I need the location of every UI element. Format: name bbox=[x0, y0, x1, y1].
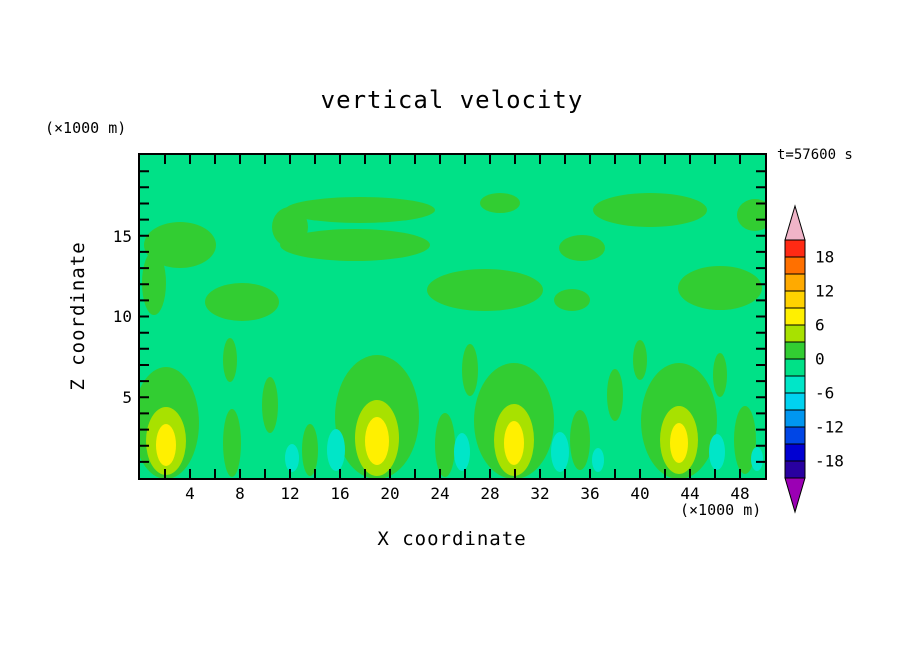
x-tick-label: 24 bbox=[430, 484, 450, 503]
y-axis-unit-label: (×1000 m) bbox=[45, 119, 127, 137]
contour-shape bbox=[592, 448, 604, 472]
contour-shape bbox=[223, 338, 237, 382]
colorbar-segment bbox=[784, 426, 806, 445]
updraft-cores bbox=[156, 417, 688, 466]
contour-shape bbox=[156, 424, 176, 466]
contour-shape bbox=[365, 417, 389, 465]
x-tick-label: 8 bbox=[235, 484, 245, 503]
y-tick-label: 15 bbox=[112, 227, 132, 246]
colorbar-label: 18 bbox=[815, 248, 834, 267]
x-tick-label: 28 bbox=[480, 484, 500, 503]
contour-shape bbox=[302, 424, 318, 476]
colorbar-label: -18 bbox=[815, 452, 844, 471]
downdraft-patches bbox=[285, 429, 763, 472]
contour-shape bbox=[285, 197, 435, 223]
contour-field-svg bbox=[140, 155, 765, 478]
x-tick-label: 16 bbox=[330, 484, 350, 503]
chart-title: vertical velocity bbox=[320, 86, 584, 114]
x-axis-title: X coordinate bbox=[377, 528, 527, 550]
contour-shape bbox=[480, 193, 520, 213]
weak-updraft-regions bbox=[140, 193, 765, 478]
colorbar-segment bbox=[784, 290, 806, 309]
colorbar-segment bbox=[784, 324, 806, 343]
colorbar-segment bbox=[784, 409, 806, 428]
x-tick-label: 4 bbox=[185, 484, 195, 503]
contour-shape bbox=[709, 434, 725, 470]
y-axis-title: Z coordinate bbox=[67, 241, 89, 391]
contour-shape bbox=[593, 193, 707, 227]
contour-shape bbox=[272, 207, 308, 247]
contour-shape bbox=[435, 413, 455, 477]
colorbar-segment bbox=[784, 375, 806, 394]
x-tick-label: 36 bbox=[580, 484, 600, 503]
x-tick-label: 32 bbox=[530, 484, 550, 503]
x-ticks-bottom bbox=[164, 469, 741, 478]
time-annotation: t=57600 s bbox=[777, 147, 853, 163]
colorbar-segment bbox=[784, 239, 806, 258]
plot-frame bbox=[138, 153, 767, 480]
x-tick-label: 44 bbox=[680, 484, 700, 503]
contour-shape bbox=[607, 369, 623, 421]
colorbar-segment bbox=[784, 443, 806, 462]
colorbar-under-arrow bbox=[784, 477, 806, 514]
colorbar-label: -6 bbox=[815, 384, 834, 403]
colorbar-label: 6 bbox=[815, 316, 825, 335]
colorbar-segment bbox=[784, 460, 806, 479]
contour-shape bbox=[751, 447, 763, 471]
contour-shape bbox=[462, 344, 478, 396]
y-ticks-right bbox=[756, 170, 765, 463]
contour-shape bbox=[713, 353, 727, 397]
contour-shape bbox=[327, 429, 345, 471]
contour-shape bbox=[427, 269, 543, 311]
contour-shape bbox=[280, 229, 430, 261]
contour-shape bbox=[205, 283, 279, 321]
colorbar-segment bbox=[784, 392, 806, 411]
contour-shape bbox=[504, 421, 524, 465]
x-tick-label: 20 bbox=[380, 484, 400, 503]
axis-tick-marks bbox=[140, 155, 765, 478]
colorbar-segment bbox=[784, 341, 806, 360]
colorbar-segment bbox=[784, 307, 806, 326]
colorbar-segment bbox=[784, 273, 806, 292]
colorbar-segment bbox=[784, 256, 806, 275]
contour-shape bbox=[285, 444, 299, 472]
y-tick-label: 10 bbox=[112, 307, 132, 326]
contour-shape bbox=[670, 423, 688, 463]
colorbar-over-arrow bbox=[784, 204, 806, 241]
x-tick-label: 48 bbox=[730, 484, 750, 503]
x-tick-label: 12 bbox=[280, 484, 300, 503]
colorbar-label: 0 bbox=[815, 350, 825, 369]
contour-shape bbox=[633, 340, 647, 380]
contour-shape bbox=[144, 222, 216, 268]
colorbar-label: -12 bbox=[815, 418, 844, 437]
contour-shape bbox=[454, 433, 470, 471]
x-ticks-top bbox=[164, 155, 741, 164]
y-tick-label: 5 bbox=[122, 388, 132, 407]
contour-shape bbox=[737, 199, 765, 231]
contour-shape bbox=[554, 289, 590, 311]
colorbar-label: 12 bbox=[815, 282, 834, 301]
contour-shape bbox=[734, 406, 756, 474]
x-tick-label: 40 bbox=[630, 484, 650, 503]
x-axis-unit-label: (×1000 m) bbox=[680, 501, 762, 519]
contour-shape bbox=[551, 432, 569, 472]
contour-shape bbox=[678, 266, 762, 310]
contour-shape bbox=[223, 409, 241, 477]
contour-shape bbox=[142, 251, 166, 315]
contour-shape bbox=[570, 410, 590, 470]
contour-shape bbox=[262, 377, 278, 433]
contour-shape bbox=[559, 235, 605, 261]
y-ticks-left bbox=[140, 170, 149, 463]
colorbar-segment bbox=[784, 358, 806, 377]
colorbar: 18 12 6 0 -6 -12 -18 bbox=[784, 204, 844, 514]
